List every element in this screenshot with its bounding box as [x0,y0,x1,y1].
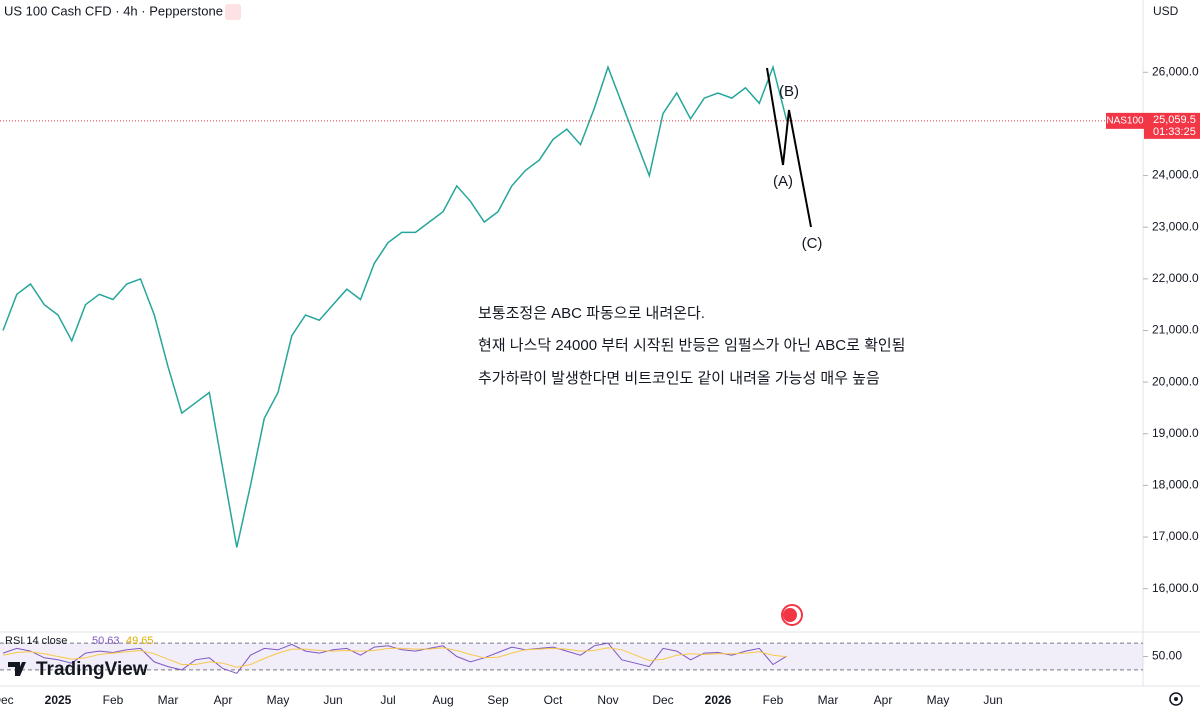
y-tick-label: 23,000.0 [1152,219,1199,233]
symbol-title[interactable]: US 100 Cash CFD · 4h · Pepperstone [4,3,223,18]
symbol-badge-label: NAS100 [1106,116,1144,127]
wave-label: (A) [773,173,793,190]
y-tick-label: 19,000.0 [1152,426,1199,440]
rsi-line [2,642,788,674]
x-tick-label: 2026 [705,693,732,707]
x-tick-label: May [267,693,290,707]
x-tick-label: 2025 [45,693,72,707]
annotations: 보통조정은 ABC 파동으로 내려온다. 현재 나스닥 24000 부터 시작된… [478,305,905,387]
rsi-value: 50.63 [92,635,120,647]
x-tick-label: Jul [380,693,395,707]
x-tick-label: Apr [874,693,893,707]
status-icon[interactable] [225,4,241,20]
y-tick-label: 17,000.0 [1152,529,1199,543]
x-tick-label: Feb [103,693,124,707]
x-tick-label: Nov [597,693,618,707]
wave-drawing[interactable] [766,67,812,228]
last-price-label: 25,059.5 [1153,114,1196,126]
x-tick-label: May [927,693,950,707]
settings-icon[interactable] [1169,692,1183,706]
y-tick-label: 20,000.0 [1152,374,1199,388]
y-tick-label: 26,000.0 [1152,64,1199,78]
y-tick-label: 21,000.0 [1152,323,1199,337]
x-tick-label: Dec [0,693,14,707]
event-flag-icon[interactable] [783,608,797,622]
symbol-badge [1106,112,1144,129]
logo-mark[interactable] [8,662,26,676]
wave-label: (C) [802,235,823,252]
gear-center[interactable] [1174,697,1178,701]
price-line [2,64,788,548]
x-tick-label: Apr [214,693,233,707]
annotation-text: 추가하락이 발생한다면 비트코인도 같이 내려올 가능성 매우 높음 [478,370,880,387]
x-tick-label: Dec [652,693,673,707]
rsi-band [0,643,1143,670]
rsi-line [2,647,787,668]
x-tick-label: Jun [983,693,1002,707]
x-tick-label: Feb [763,693,784,707]
x-tick-label: Mar [158,693,179,707]
y-tick-label: 24,000.0 [1152,168,1199,182]
wave-label: (B) [779,83,799,100]
event-flag[interactable] [781,604,803,626]
y-tick-label: 16,000.0 [1152,581,1199,595]
x-tick-label: Aug [432,693,453,707]
logo-text[interactable]: TradingView [36,659,148,680]
currency[interactable]: USD [1153,4,1179,18]
tradingview-logo[interactable]: TradingView [8,659,148,680]
y-tick-label: 50.00 [1152,649,1182,663]
x-tick-label: Oct [544,693,563,707]
x-tick-label: Jun [323,693,342,707]
last-price-box [1144,112,1200,139]
rsi-title: RSI 14 close [5,635,67,647]
annotation-text: 보통조정은 ABC 파동으로 내려온다. [478,305,705,322]
y-tick-label: 22,000.0 [1152,271,1199,285]
rsi-ma-value: 49.65 [126,635,154,647]
x-tick-label: Mar [818,693,839,707]
countdown: 01:33:25 [1153,126,1196,138]
annotation-text: 현재 나스닥 24000 부터 시작된 반등은 임펄스가 아닌 ABC로 확인됨 [478,337,905,354]
y-tick-label: 18,000.0 [1152,478,1199,492]
gear[interactable] [1169,692,1183,706]
x-tick-label: Sep [487,693,509,707]
